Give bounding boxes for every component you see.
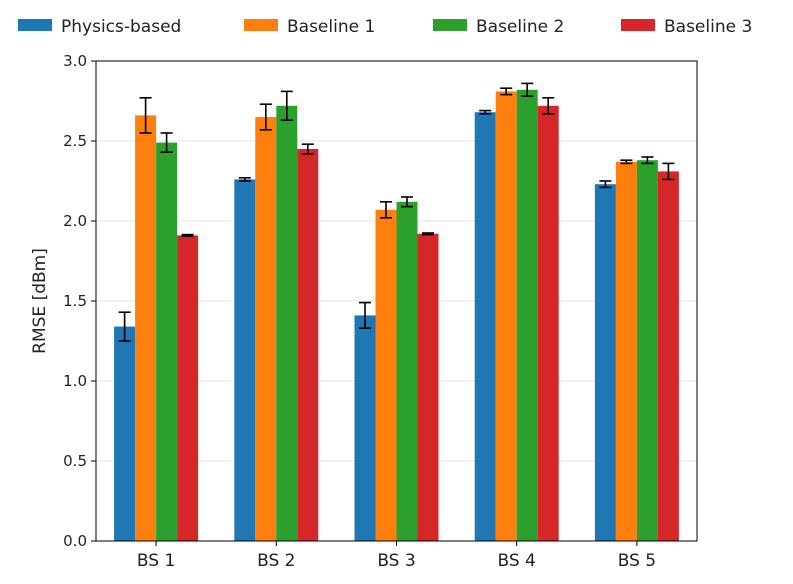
bar-baseline-1-bs-1 <box>135 115 157 542</box>
bar-baseline-3-bs-4 <box>537 105 559 542</box>
y-tick-label: 0.5 <box>63 452 87 470</box>
bar-baseline-2-bs-4 <box>516 89 538 542</box>
bar-physics-based-bs-3 <box>354 315 376 541</box>
y-tick-label: 3.0 <box>63 52 87 70</box>
bar-baseline-1-bs-5 <box>615 161 637 542</box>
legend: Physics-based Baseline 1 Baseline 2 Baselin… <box>18 17 752 37</box>
y-axis: 0.0 0.5 1.0 1.5 2.0 2.5 3.0 <box>63 52 96 550</box>
y-axis-label: RMSE [dBm] <box>30 248 50 354</box>
legend-swatch <box>433 19 467 31</box>
legend-label: Physics-based <box>61 17 181 37</box>
bar-series <box>114 89 679 542</box>
bar-baseline-2-bs-5 <box>636 160 658 541</box>
x-tick-label: BS 3 <box>377 551 415 571</box>
legend-swatch <box>621 19 655 31</box>
legend-label: Baseline 1 <box>287 17 375 37</box>
x-tick-label: BS 2 <box>257 551 295 571</box>
x-axis: BS 1 BS 2 BS 3 BS 4 BS 5 <box>137 541 656 571</box>
legend-label: Baseline 3 <box>664 17 752 37</box>
bar-baseline-3-bs-5 <box>657 171 679 541</box>
bar-baseline-3-bs-3 <box>417 233 439 542</box>
bar-physics-based-bs-1 <box>114 326 136 541</box>
y-tick-label: 2.0 <box>63 212 87 230</box>
bar-physics-based-bs-5 <box>594 184 616 541</box>
y-tick-label: 1.0 <box>63 372 87 390</box>
bar-baseline-3-bs-1 <box>177 235 199 541</box>
bar-baseline-1-bs-2 <box>255 117 277 541</box>
bar-baseline-2-bs-2 <box>276 105 298 542</box>
legend-label: Baseline 2 <box>476 17 564 37</box>
x-tick-label: BS 1 <box>137 551 175 571</box>
bar-baseline-3-bs-2 <box>297 149 319 541</box>
x-tick-label: BS 4 <box>498 551 536 571</box>
legend-swatch <box>18 19 52 31</box>
y-tick-label: 1.5 <box>63 292 87 310</box>
y-tick-label: 2.5 <box>63 132 87 150</box>
bar-physics-based-bs-4 <box>474 112 496 541</box>
bar-physics-based-bs-2 <box>234 179 256 541</box>
y-tick-label: 0.0 <box>63 532 87 550</box>
legend-swatch <box>244 19 278 31</box>
bar-baseline-2-bs-1 <box>156 142 178 541</box>
bar-baseline-1-bs-3 <box>375 209 397 542</box>
error-bars <box>118 82 675 342</box>
bar-baseline-2-bs-3 <box>396 201 418 542</box>
x-tick-label: BS 5 <box>618 551 656 571</box>
bar-baseline-1-bs-4 <box>495 91 517 542</box>
